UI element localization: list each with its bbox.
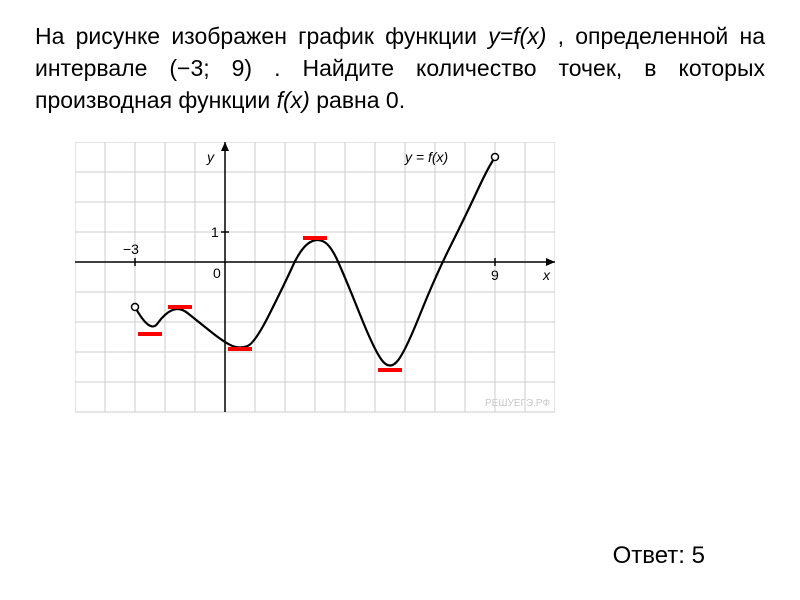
svg-text:0: 0: [213, 265, 221, 281]
problem-func2: f(x): [277, 87, 310, 113]
svg-text:y: y: [206, 149, 215, 165]
graph-svg: y x −3 0 1 9 y = f(x) РЕШУЕГЭ.РФ: [75, 142, 555, 422]
svg-text:1: 1: [211, 224, 219, 240]
problem-statement: На рисунке изображен график функции y=f(…: [35, 20, 765, 117]
svg-text:9: 9: [491, 267, 499, 283]
answer-value: 5: [692, 542, 705, 569]
svg-text:x: x: [542, 267, 551, 283]
problem-text-part3: равна 0.: [310, 87, 405, 113]
answer-label: Ответ:: [613, 542, 685, 569]
svg-text:РЕШУЕГЭ.РФ: РЕШУЕГЭ.РФ: [485, 398, 550, 409]
function-graph: y x −3 0 1 9 y = f(x) РЕШУЕГЭ.РФ: [75, 142, 555, 422]
answer: Ответ: 5: [613, 542, 705, 570]
svg-text:y = f(x): y = f(x): [404, 149, 448, 165]
problem-func1: y=f(x): [488, 23, 546, 49]
svg-text:−3: −3: [123, 241, 139, 257]
problem-text-part1: На рисунке изображен график функции: [35, 23, 488, 49]
